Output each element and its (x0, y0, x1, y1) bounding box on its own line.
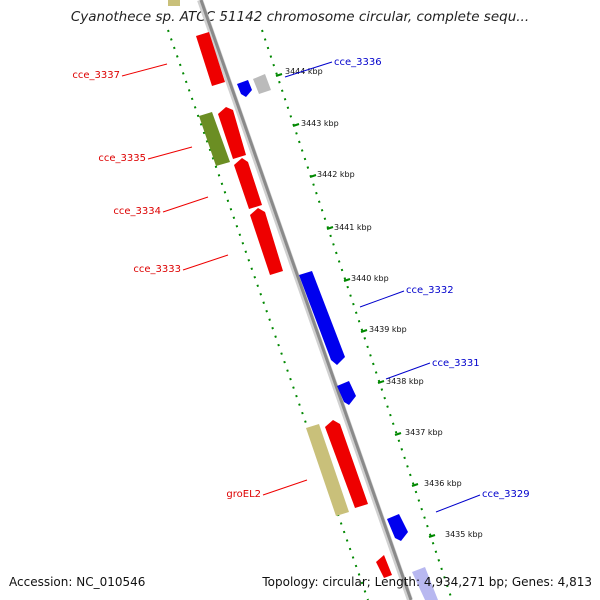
gene-groEL2[interactable] (325, 420, 368, 508)
gene-label-cce_3336[interactable]: cce_3336 (334, 57, 382, 68)
gene-cce_3331[interactable] (337, 381, 356, 405)
feature-grey[interactable] (253, 74, 271, 94)
feature-khaki-top[interactable] (168, 0, 180, 6)
gene-cce_3334[interactable] (234, 158, 262, 209)
tick-label: 3436 kbp (424, 479, 462, 488)
gene-cce_3332[interactable] (299, 271, 345, 365)
tick-mark (360, 329, 368, 333)
tick-mark (292, 123, 300, 127)
label-leader (385, 362, 431, 380)
genome-summary-text: Topology: circular; Length: 4,934,271 bp… (262, 575, 592, 589)
tick-mark (275, 73, 283, 77)
tick-mark (326, 226, 334, 230)
label-leader (359, 290, 405, 308)
tick-mark (309, 174, 317, 178)
gene-partial-bottom[interactable] (376, 555, 392, 578)
tick-mark (428, 534, 436, 538)
gene-label-cce_3331[interactable]: cce_3331 (432, 358, 480, 369)
label-leader (284, 61, 333, 78)
gene-cce_3335[interactable] (199, 112, 230, 166)
tick-mark (394, 432, 402, 436)
tick-label: 3437 kbp (405, 428, 443, 437)
label-leader (121, 63, 168, 77)
gene-label-cce_3329[interactable]: cce_3329 (482, 489, 530, 500)
gene-cce_3335-ortholog[interactable] (218, 107, 246, 159)
gene-label-cce_3334[interactable]: cce_3334 (113, 206, 161, 217)
label-leader (182, 254, 229, 271)
gene-label-cce_3335[interactable]: cce_3335 (98, 153, 146, 164)
gene-label-groEL2[interactable]: groEL2 (226, 489, 261, 500)
gene-cce_3329[interactable] (387, 514, 408, 541)
gene-label-cce_3333[interactable]: cce_3333 (133, 264, 181, 275)
tick-label: 3439 kbp (369, 325, 407, 334)
gene-label-cce_3332[interactable]: cce_3332 (406, 285, 454, 296)
label-leader (147, 146, 193, 160)
gene-cce_3333[interactable] (250, 208, 283, 275)
gene-cce_3336[interactable] (237, 80, 252, 97)
right-guide-line (261, 29, 453, 600)
tick-label: 3440 kbp (351, 274, 389, 283)
tick-mark (343, 278, 351, 282)
gene-label-cce_3337[interactable]: cce_3337 (72, 70, 120, 81)
tick-label: 3443 kbp (301, 119, 339, 128)
tick-label: 3441 kbp (334, 223, 372, 232)
tick-mark (411, 483, 419, 487)
label-leader (262, 479, 308, 496)
gene-groEL2-ortholog[interactable] (306, 424, 349, 516)
feature-light-blue-bottom[interactable] (412, 567, 438, 600)
label-leader (162, 196, 209, 213)
tick-label: 3438 kbp (386, 377, 424, 386)
tick-mark (377, 380, 385, 384)
left-guide-line (167, 29, 369, 600)
tick-label: 3435 kbp (445, 530, 483, 539)
gene-cce_3337[interactable] (196, 32, 225, 86)
genome-backbone (199, 0, 413, 600)
tick-label: 3442 kbp (317, 170, 355, 179)
map-title: Cyanothece sp. ATCC 51142 chromosome cir… (70, 9, 530, 25)
accession-text: Accession: NC_010546 (9, 575, 146, 589)
label-leader (435, 494, 481, 513)
